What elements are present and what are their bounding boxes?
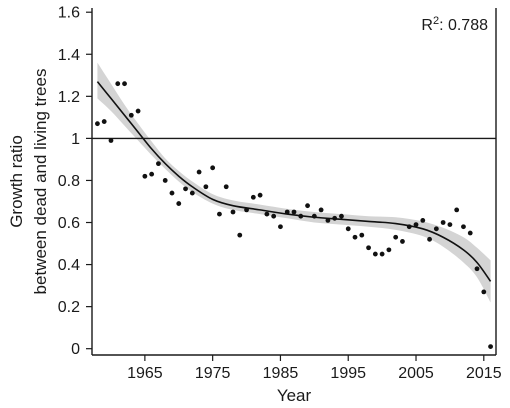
data-point bbox=[366, 245, 371, 251]
data-point bbox=[420, 218, 426, 223]
data-point bbox=[278, 224, 283, 230]
confidence-band bbox=[97, 62, 491, 303]
axes-layer bbox=[86, 8, 497, 361]
data-point bbox=[345, 226, 351, 232]
data-point bbox=[264, 211, 270, 217]
data-point bbox=[162, 178, 168, 183]
data-point bbox=[122, 81, 127, 87]
data-point bbox=[305, 203, 310, 209]
data-point bbox=[189, 190, 195, 196]
data-point bbox=[352, 234, 358, 240]
x-tick-label: 2015 bbox=[466, 365, 502, 382]
data-point bbox=[230, 209, 236, 215]
data-point bbox=[433, 226, 439, 232]
data-point bbox=[359, 232, 365, 238]
x-tick-label: 2005 bbox=[398, 365, 434, 382]
data-point bbox=[318, 207, 324, 213]
data-point bbox=[237, 232, 243, 238]
data-point bbox=[461, 224, 466, 230]
data-point bbox=[183, 186, 188, 192]
data-points-layer bbox=[95, 81, 493, 349]
data-point bbox=[291, 209, 297, 215]
data-point bbox=[149, 171, 155, 177]
data-point bbox=[271, 213, 277, 219]
y-tick-label: 0.8 bbox=[58, 173, 80, 190]
data-point bbox=[325, 218, 331, 223]
y-tick-label: 0.4 bbox=[58, 257, 80, 274]
y-axis-title-line-1: Growth ratio bbox=[7, 135, 26, 228]
data-point bbox=[156, 161, 161, 167]
data-point bbox=[101, 119, 107, 124]
data-point bbox=[413, 222, 419, 228]
data-point bbox=[440, 220, 446, 225]
data-point bbox=[454, 207, 460, 213]
x-tick-label: 1975 bbox=[195, 365, 231, 382]
y-tick-label: 0 bbox=[71, 341, 80, 358]
data-point bbox=[257, 192, 263, 198]
data-point bbox=[223, 184, 229, 190]
data-point bbox=[169, 190, 175, 196]
data-point bbox=[128, 112, 134, 118]
data-point bbox=[108, 138, 114, 143]
labels-layer: 0 0.2 0.4 0.6 0.8 1 1.2 1.4 1.6 1965 1975 1985 1995 2… bbox=[7, 5, 502, 405]
data-point bbox=[379, 251, 385, 257]
data-point bbox=[386, 247, 392, 253]
y-axis-title-line-2: between dead and living trees bbox=[31, 69, 50, 295]
data-point bbox=[339, 213, 344, 219]
data-point bbox=[372, 251, 378, 257]
data-point bbox=[481, 289, 487, 295]
data-point bbox=[298, 213, 304, 219]
fit-line bbox=[96, 81, 492, 282]
data-point bbox=[488, 344, 493, 349]
data-point bbox=[244, 207, 249, 213]
y-tick-label: 0.2 bbox=[58, 299, 80, 316]
y-tick-label: 0.6 bbox=[58, 215, 80, 232]
data-point bbox=[210, 165, 216, 171]
data-point bbox=[115, 81, 121, 87]
x-tick-label: 1985 bbox=[263, 365, 299, 382]
data-point bbox=[332, 215, 338, 221]
data-point bbox=[176, 201, 182, 206]
data-point bbox=[406, 224, 412, 230]
data-point bbox=[142, 173, 148, 179]
x-tick-label: 1965 bbox=[127, 365, 163, 382]
y-tick-label: 1.2 bbox=[58, 89, 80, 106]
data-point bbox=[135, 108, 141, 114]
x-axis-title: Year bbox=[277, 386, 312, 405]
data-point bbox=[196, 169, 202, 175]
confidence-band-layer bbox=[97, 62, 491, 303]
data-point bbox=[467, 230, 473, 236]
data-point bbox=[393, 234, 399, 240]
data-point bbox=[447, 222, 453, 228]
y-tick-label: 1.4 bbox=[58, 47, 80, 64]
data-point bbox=[400, 239, 405, 244]
x-tick-label: 1995 bbox=[330, 365, 366, 382]
data-point bbox=[284, 209, 290, 215]
y-tick-label: 1.6 bbox=[58, 5, 80, 22]
data-point bbox=[427, 236, 432, 242]
data-point bbox=[311, 213, 317, 219]
data-point bbox=[95, 121, 100, 127]
fit-line-layer bbox=[96, 81, 492, 282]
data-point bbox=[250, 194, 256, 200]
data-point bbox=[217, 211, 222, 217]
data-point bbox=[474, 266, 480, 272]
y-tick-label: 1 bbox=[71, 131, 80, 148]
data-point bbox=[203, 184, 209, 190]
r-squared-annotation: R2: 0.788 bbox=[421, 15, 488, 34]
